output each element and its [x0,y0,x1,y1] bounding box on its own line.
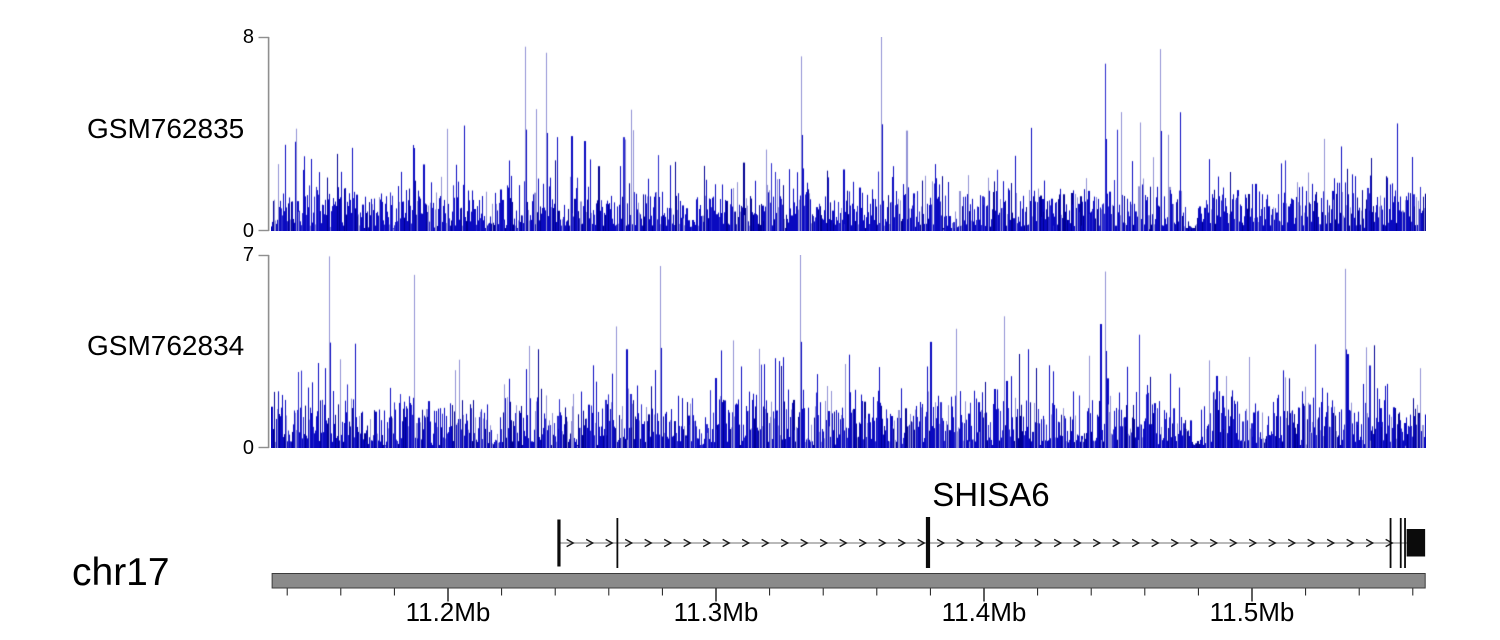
strand-direction-chevron [1365,538,1375,548]
x-axis-tick-label: 11.5Mb [1209,597,1295,627]
strand-direction-chevron [897,538,907,548]
strand-direction-chevron [1170,538,1180,548]
x-axis-tick-label: 11.4Mb [941,597,1027,627]
strand-direction-chevron [1112,538,1121,548]
x-axis-tick-label: 11.3Mb [673,597,759,627]
strand-direction-chevron [1346,538,1355,548]
strand-direction-chevron [819,538,829,548]
track2-ymin-label: 0 [242,437,254,459]
strand-direction-chevron [683,538,692,548]
strand-direction-chevron [644,538,653,548]
gene-exon-mark [557,519,561,567]
strand-direction-chevron [585,538,595,548]
strand-direction-chevron [702,538,712,548]
strand-direction-chevron [605,538,614,548]
strand-direction-chevron [1229,538,1238,548]
strand-direction-chevron [1073,538,1082,548]
strand-direction-chevron [1209,538,1219,548]
track-label-gsm762835: GSM762835 [87,113,245,144]
strand-direction-chevron [1131,538,1141,548]
strand-direction-chevron [956,538,965,548]
strand-direction-chevron [1287,538,1297,548]
strand-direction-chevron [1053,538,1063,548]
strand-direction-chevron [1014,538,1024,548]
track-label-gsm762834: GSM762834 [87,330,245,361]
strand-direction-chevron [741,538,751,548]
strand-direction-chevron [839,538,848,548]
coverage-track-gsm762835 [271,37,1426,231]
strand-direction-chevron [1092,538,1102,548]
x-axis-tick-label: 11.2Mb [405,597,491,627]
strand-direction-chevron [995,538,1004,548]
strand-direction-chevron [800,538,809,548]
strand-direction-chevron [1307,538,1316,548]
chromosome-bar [271,573,1426,589]
gene-exon-mark [1404,518,1406,568]
gene-label: SHISA6 [932,476,1050,513]
strand-direction-chevron [1034,538,1043,548]
coverage-track-gsm762834 [271,255,1426,448]
track1-ymax-label: 8 [242,26,254,48]
strand-direction-chevron [1248,538,1258,548]
strand-direction-chevron [761,538,770,548]
gene-exon-mark [616,518,619,568]
strand-direction-chevron [663,538,673,548]
strand-direction-chevron [722,538,731,548]
strand-direction-chevron [566,538,575,548]
gene-exon-mark [1389,518,1392,568]
strand-direction-chevron [917,538,926,548]
strand-direction-chevron [1385,538,1394,548]
strand-direction-chevron [1151,538,1160,548]
strand-direction-chevron [1190,538,1199,548]
track2-ymax-label: 7 [242,244,254,266]
gene-exon-mark [1399,518,1402,568]
gene-terminal-exon-box [1406,529,1426,557]
strand-direction-chevron [858,538,868,548]
strand-direction-chevron [878,538,887,548]
strand-direction-chevron [624,538,634,548]
chromosome-label: chr17 [72,551,170,594]
gene-exon-mark [925,517,931,568]
strand-direction-chevron [1268,538,1277,548]
track1-ymin-label: 0 [242,220,254,242]
strand-direction-chevron [975,538,985,548]
strand-direction-chevron [1326,538,1336,548]
strand-direction-chevron [780,538,790,548]
strand-direction-chevron [936,538,946,548]
